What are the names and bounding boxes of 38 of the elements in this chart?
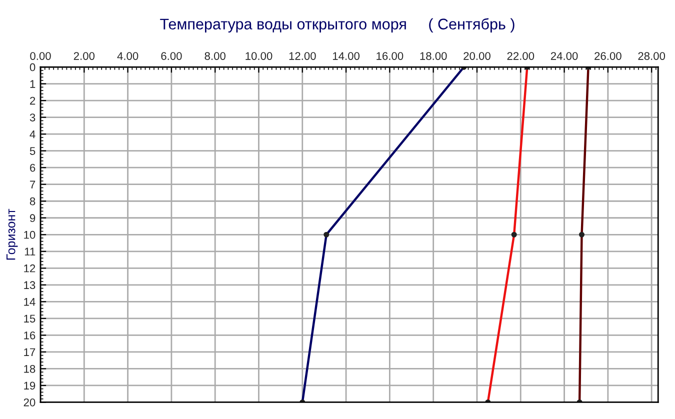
y-tick-label: 12 <box>24 264 36 272</box>
y-tick-label: 14 <box>24 298 36 306</box>
y-tick-label: 4 <box>30 130 36 138</box>
y-tick-label: 17 <box>24 348 36 356</box>
x-tick-label: 26.00 <box>594 52 622 60</box>
x-tick-label: 16.00 <box>376 52 404 60</box>
y-tick-label: 1 <box>30 80 36 88</box>
x-tick-label: 0.00 <box>30 52 51 60</box>
x-tick-label: 4.00 <box>117 52 138 60</box>
y-tick-label: 18 <box>24 364 36 373</box>
y-tick-label: 0 <box>30 63 36 72</box>
x-tick-label: 20.00 <box>464 52 490 60</box>
y-tick-label: 3 <box>30 114 36 122</box>
y-tick-label: 8 <box>30 197 36 206</box>
x-tick-label: 10.00 <box>246 52 272 60</box>
x-tick-label: 6.00 <box>161 52 182 60</box>
x-tick-label: 8.00 <box>204 52 226 60</box>
y-tick-label: 13 <box>24 281 36 290</box>
x-tick-label: 28.00 <box>638 52 666 60</box>
x-tick-label: 18.00 <box>420 52 447 60</box>
x-tick-label: 22.00 <box>507 52 534 60</box>
y-tick-label: 10 <box>24 230 36 239</box>
y-tick-label: 15 <box>24 314 36 323</box>
x-tick-label: 12.00 <box>289 52 316 60</box>
y-tick-label: 2 <box>30 96 36 105</box>
y-tick-label: 11 <box>24 248 36 256</box>
y-tick-label: 5 <box>30 147 36 155</box>
y-tick-label: 7 <box>30 180 36 188</box>
x-tick-label: 14.00 <box>332 52 360 60</box>
y-tick-label: 9 <box>30 214 36 222</box>
y-tick-label: 20 <box>24 398 36 406</box>
y-tick-label: 6 <box>30 164 36 172</box>
y-tick-label: 16 <box>24 331 36 340</box>
x-tick-label: 2.00 <box>74 52 95 60</box>
y-axis-title: Горизонт <box>6 208 18 260</box>
x-tick-label: 24.00 <box>550 52 578 60</box>
y-tick-label: 19 <box>24 382 36 390</box>
chart-title: Температура воды открытого моря ( Сентябрь ) <box>160 18 514 32</box>
